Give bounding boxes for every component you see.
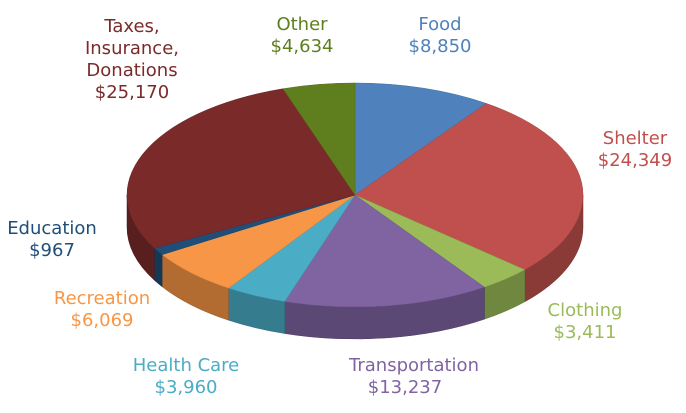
value-label: $13,237	[367, 377, 443, 398]
pie-tops	[126, 82, 584, 308]
slice-label: Education $967	[7, 218, 97, 262]
value-label: $4,634	[270, 36, 334, 57]
category-label: Education	[7, 218, 97, 239]
slice	[282, 82, 356, 196]
category-label: Health Care	[132, 355, 240, 376]
slice-label: Transportation $13,237	[349, 355, 479, 399]
value-label: $3,411	[553, 322, 617, 343]
category-label: Clothing	[547, 300, 623, 321]
category-label: Other	[276, 14, 328, 35]
slice-label: Other $4,634	[271, 14, 334, 58]
category-label: Transportation	[349, 355, 479, 376]
category-label: Recreation	[53, 288, 151, 309]
slice-label: Taxes, Insurance, Donations $25,170	[76, 16, 188, 104]
value-label: $8,850	[408, 36, 472, 57]
slice	[354, 103, 584, 271]
slice-label: Recreation $6,069	[54, 288, 150, 332]
slice-label: Food $8,850	[409, 14, 472, 58]
slice	[126, 88, 356, 249]
category-label: Food	[418, 14, 462, 35]
value-label: $3,960	[154, 377, 218, 398]
slice-label: Clothing $3,411	[548, 300, 623, 344]
value-label: $24,349	[597, 150, 673, 171]
slice-label: Health Care $3,960	[133, 355, 240, 399]
category-label: Shelter	[602, 128, 668, 149]
slice-label: Shelter $24,349	[598, 128, 672, 172]
slice	[354, 82, 487, 196]
value-label: $6,069	[70, 310, 134, 331]
value-label: $25,170	[94, 82, 170, 103]
slice	[284, 194, 486, 308]
value-label: $967	[29, 240, 75, 261]
category-label: Taxes, Insurance, Donations	[84, 16, 180, 81]
